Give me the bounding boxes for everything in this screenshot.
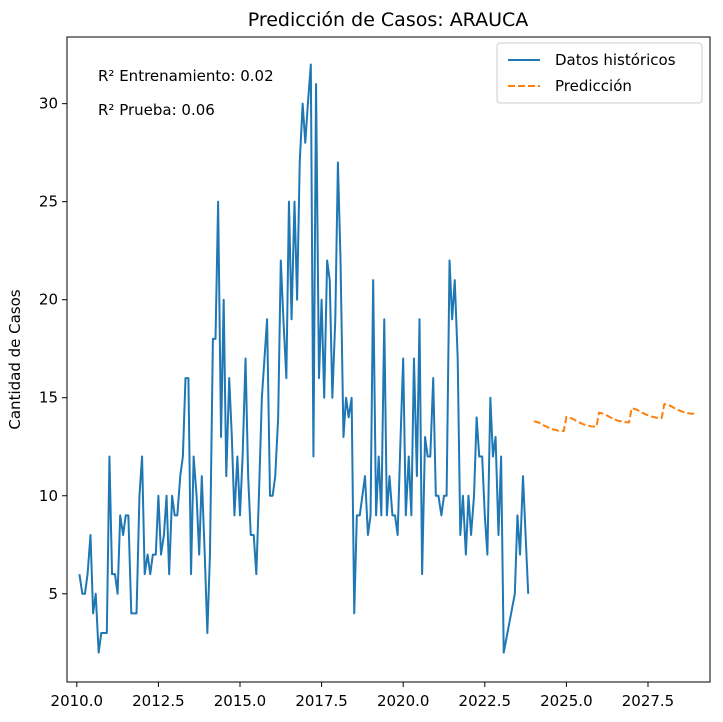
x-tick-label: 2015.0 xyxy=(214,692,267,710)
y-tick-label: 10 xyxy=(39,487,58,505)
r2-test-annotation: R² Prueba: 0.06 xyxy=(98,101,215,119)
chart-title: Predicción de Casos: ARAUCA xyxy=(248,9,529,31)
x-axis: 2010.0 2012.5 2015.0 2017.5 2020.0 2022.5 2025… xyxy=(51,682,675,710)
x-tick-label: 2010.0 xyxy=(51,692,104,710)
legend-frame xyxy=(496,42,703,104)
y-tick-label: 20 xyxy=(39,291,58,309)
r2-train-annotation: R² Entrenamiento: 0.02 xyxy=(98,67,274,85)
plot-area xyxy=(78,63,695,654)
x-tick-label: 2025.0 xyxy=(540,692,593,710)
x-tick-label: 2017.5 xyxy=(295,692,348,710)
legend-label-historico: Datos históricos xyxy=(555,51,676,69)
y-axis-label: Cantidad de Casos xyxy=(6,289,24,429)
y-tick-label: 5 xyxy=(48,585,58,603)
legend-label-prediccion: Predicción xyxy=(555,77,632,95)
series-layer xyxy=(78,63,695,654)
legend: Datos históricos Predicción xyxy=(496,42,703,104)
y-tick-label: 30 xyxy=(39,95,58,113)
y-tick-label: 15 xyxy=(39,389,58,407)
plot-frame xyxy=(66,36,711,683)
series-line-historico xyxy=(78,63,530,654)
y-axis: 5 10 15 20 25 30 xyxy=(39,95,67,603)
y-tick-label: 25 xyxy=(39,193,58,211)
x-tick-label: 2012.5 xyxy=(132,692,185,710)
x-tick-label: 2020.0 xyxy=(377,692,430,710)
x-tick-label: 2027.5 xyxy=(622,692,675,710)
x-tick-label: 2022.5 xyxy=(459,692,512,710)
